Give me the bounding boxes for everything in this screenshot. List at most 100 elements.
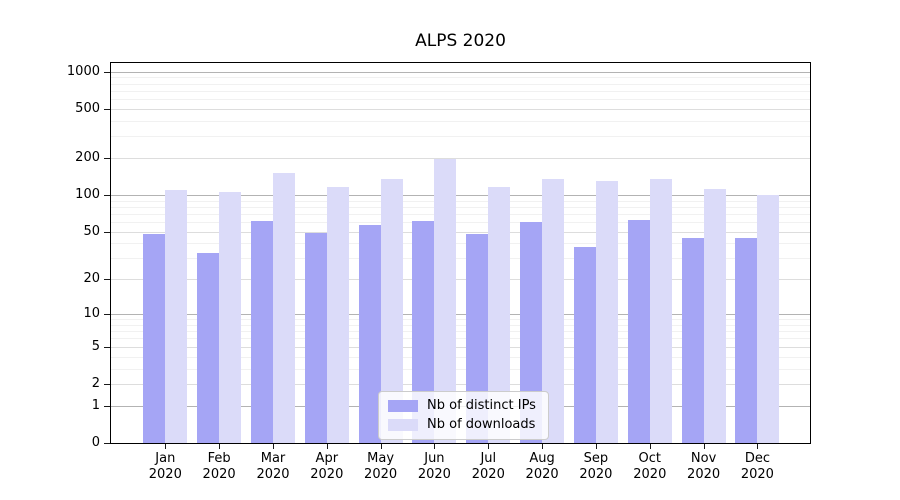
bar-downloads-dec	[757, 194, 780, 443]
gridline-9	[111, 319, 810, 321]
y-tick-label-200: 200	[75, 149, 100, 165]
legend-swatch-downloads	[388, 418, 418, 431]
y-tick-100	[104, 194, 110, 196]
y-tick-1	[104, 405, 110, 407]
gridline-70	[111, 213, 810, 215]
y-tick-label-5: 5	[91, 338, 100, 354]
legend: Nb of distinct IPs Nb of downloads	[378, 391, 549, 440]
x-tick-label-nov: Nov 2020	[687, 451, 721, 482]
bar-downloads-aug	[542, 179, 565, 443]
y-tick-label-1000: 1000	[66, 63, 100, 79]
bar-distinct-ips-aug	[520, 222, 543, 443]
bar-layer	[111, 63, 810, 443]
gridline-500	[111, 108, 810, 110]
gridline-200	[111, 157, 810, 159]
gridline-40	[111, 243, 810, 245]
y-tick-200	[104, 157, 110, 159]
gridline-400	[111, 120, 810, 122]
y-tick-label-500: 500	[75, 100, 100, 116]
gridline-50	[111, 231, 810, 233]
y-tick-label-1: 1	[91, 397, 100, 413]
y-tick-label-0: 0	[91, 435, 100, 450]
y-tick-label-20: 20	[83, 271, 100, 287]
legend-label-downloads: Nb of downloads	[427, 417, 536, 432]
x-tick-label-apr: Apr 2020	[310, 451, 344, 482]
gridline-100	[111, 194, 810, 196]
bar-distinct-ips-nov	[681, 238, 704, 443]
bar-distinct-ips-oct	[627, 220, 650, 443]
bar-downloads-oct	[649, 179, 672, 443]
y-tick-1000	[104, 71, 110, 73]
y-tick-label-10: 10	[83, 306, 100, 322]
x-tick-label-sep: Sep 2020	[579, 451, 613, 482]
x-tick-may	[380, 444, 382, 449]
bar-distinct-ips-mar	[251, 221, 273, 443]
gridline-3	[111, 368, 810, 370]
gridline-5	[111, 346, 810, 348]
gridline-300	[111, 136, 810, 138]
x-tick-dec	[757, 444, 759, 449]
legend-label-distinct-ips: Nb of distinct IPs	[427, 398, 536, 413]
gridline-800	[111, 83, 810, 85]
gridline-8	[111, 324, 810, 326]
y-tick-label-2: 2	[91, 375, 100, 391]
y-tick-10	[104, 314, 110, 316]
bar-distinct-ips-jan	[143, 233, 166, 443]
bar-distinct-ips-feb	[197, 253, 220, 443]
x-tick-label-jan: Jan 2020	[148, 451, 182, 482]
chart-title: ALPS 2020	[415, 31, 506, 51]
x-tick-label-aug: Aug 2020	[525, 451, 559, 482]
plot-area: Nb of distinct IPs Nb of downloads	[110, 62, 811, 444]
y-tick-label-50: 50	[83, 223, 100, 239]
bar-downloads-sep	[595, 180, 618, 443]
y-tick-50	[104, 231, 110, 233]
x-tick-label-jul: Jul 2020	[471, 451, 505, 482]
gridline-1000	[111, 71, 810, 73]
gridline-900	[111, 77, 810, 79]
y-tick-2	[104, 383, 110, 385]
bar-distinct-ips-jul	[466, 233, 489, 443]
bar-distinct-ips-may	[358, 224, 381, 443]
x-tick-apr	[326, 444, 328, 449]
x-tick-feb	[219, 444, 221, 449]
bar-distinct-ips-dec	[735, 238, 758, 443]
x-tick-nov	[703, 444, 705, 449]
bar-downloads-apr	[326, 187, 349, 443]
gridline-30	[111, 258, 810, 260]
y-tick-label-100: 100	[75, 186, 100, 202]
x-tick-label-feb: Feb 2020	[202, 451, 236, 482]
gridline-700	[111, 90, 810, 92]
bar-distinct-ips-apr	[304, 232, 327, 443]
bar-distinct-ips-jun	[412, 221, 435, 443]
legend-swatch-distinct-ips	[388, 399, 418, 412]
gridline-90	[111, 200, 810, 202]
legend-item-downloads: Nb of downloads	[388, 417, 536, 432]
gridline-60	[111, 222, 810, 223]
gridline-80	[111, 206, 810, 208]
gridline-20	[111, 279, 810, 281]
x-tick-jul	[488, 444, 490, 449]
x-tick-aug	[542, 444, 544, 449]
gridline-2	[111, 383, 810, 385]
x-tick-oct	[649, 444, 651, 449]
y-tick-0	[104, 443, 110, 444]
legend-item-distinct-ips: Nb of distinct IPs	[388, 398, 536, 413]
x-tick-label-may: May 2020	[364, 451, 398, 482]
bar-downloads-nov	[703, 188, 726, 443]
x-tick-mar	[273, 444, 274, 449]
bar-downloads-jun	[434, 158, 457, 443]
gridline-10	[111, 314, 810, 316]
bar-downloads-jul	[488, 186, 511, 443]
x-tick-label-oct: Oct 2020	[633, 451, 667, 482]
x-tick-jan	[165, 444, 167, 449]
y-tick-5	[104, 346, 110, 348]
bar-downloads-may	[380, 178, 403, 443]
bar-downloads-feb	[219, 192, 242, 443]
grid-layer	[111, 63, 810, 443]
gridline-4	[111, 356, 810, 358]
bar-downloads-jan	[165, 189, 188, 443]
gridline-6	[111, 338, 810, 340]
y-tick-500	[104, 108, 110, 110]
gridline-600	[111, 99, 810, 100]
